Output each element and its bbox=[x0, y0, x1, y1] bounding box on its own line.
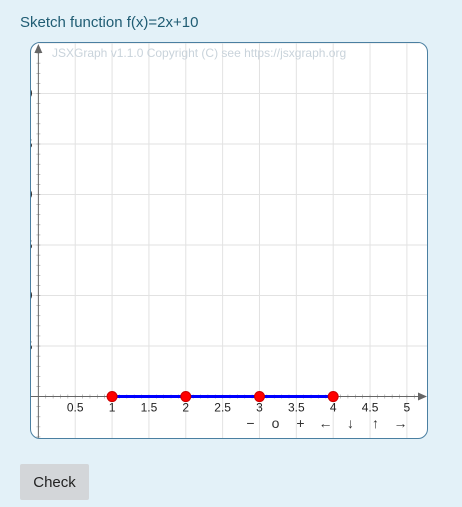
check-button[interactable]: Check bbox=[20, 464, 89, 500]
y-tick-label: 15 bbox=[31, 238, 33, 252]
y-tick-label: 30 bbox=[31, 87, 33, 101]
y-axis-arrow bbox=[34, 44, 43, 53]
draggable-point[interactable] bbox=[253, 391, 265, 403]
x-tick-label: 3 bbox=[256, 401, 263, 415]
x-tick-label: 2 bbox=[182, 401, 189, 415]
draggable-point[interactable] bbox=[106, 391, 118, 403]
x-tick-label: 4.5 bbox=[362, 401, 379, 415]
copyright-text: JSXGraph v1.1.0 Copyright (C) see https:… bbox=[52, 46, 347, 60]
x-tick-label: 0.5 bbox=[67, 401, 84, 415]
x-tick-label: 1 bbox=[109, 401, 116, 415]
y-tick-label: 10 bbox=[31, 289, 33, 303]
x-tick-label: 3.5 bbox=[288, 401, 305, 415]
zoom-in-button[interactable]: + bbox=[296, 415, 305, 431]
graph-board[interactable]: 0.5 1 1.5 2 2.5 3 3.5 4 4.5 5 5 10 15 20 25 30 JSXGraph… bbox=[30, 42, 428, 439]
pan-up-button[interactable]: ↑ bbox=[372, 415, 379, 431]
y-tick-label: 25 bbox=[31, 137, 33, 151]
pan-left-button[interactable]: ← bbox=[318, 415, 333, 431]
zoom-out-button[interactable]: − bbox=[246, 415, 255, 431]
zoom-reset-button[interactable]: o bbox=[271, 415, 280, 431]
x-tick-label: 1.5 bbox=[141, 401, 158, 415]
graph-canvas[interactable]: 0.5 1 1.5 2 2.5 3 3.5 4 4.5 5 5 10 15 20 25 30 bbox=[31, 43, 428, 439]
x-tick-label: 4 bbox=[330, 401, 337, 415]
pan-right-button[interactable]: → bbox=[393, 415, 408, 431]
pan-down-button[interactable]: ↓ bbox=[347, 415, 354, 431]
x-tick-label: 5 bbox=[404, 401, 411, 415]
draggable-point[interactable] bbox=[180, 391, 192, 403]
task-title: Sketch function f(x)=2x+10 bbox=[20, 14, 199, 31]
y-tick-label: 20 bbox=[31, 188, 33, 202]
draggable-point[interactable] bbox=[327, 391, 339, 403]
y-tick-label: 5 bbox=[31, 339, 33, 353]
navigation-bar: − o + ← ↓ ↑ → bbox=[238, 415, 413, 431]
x-tick-label: 2.5 bbox=[214, 401, 231, 415]
x-axis-arrow bbox=[418, 392, 427, 401]
